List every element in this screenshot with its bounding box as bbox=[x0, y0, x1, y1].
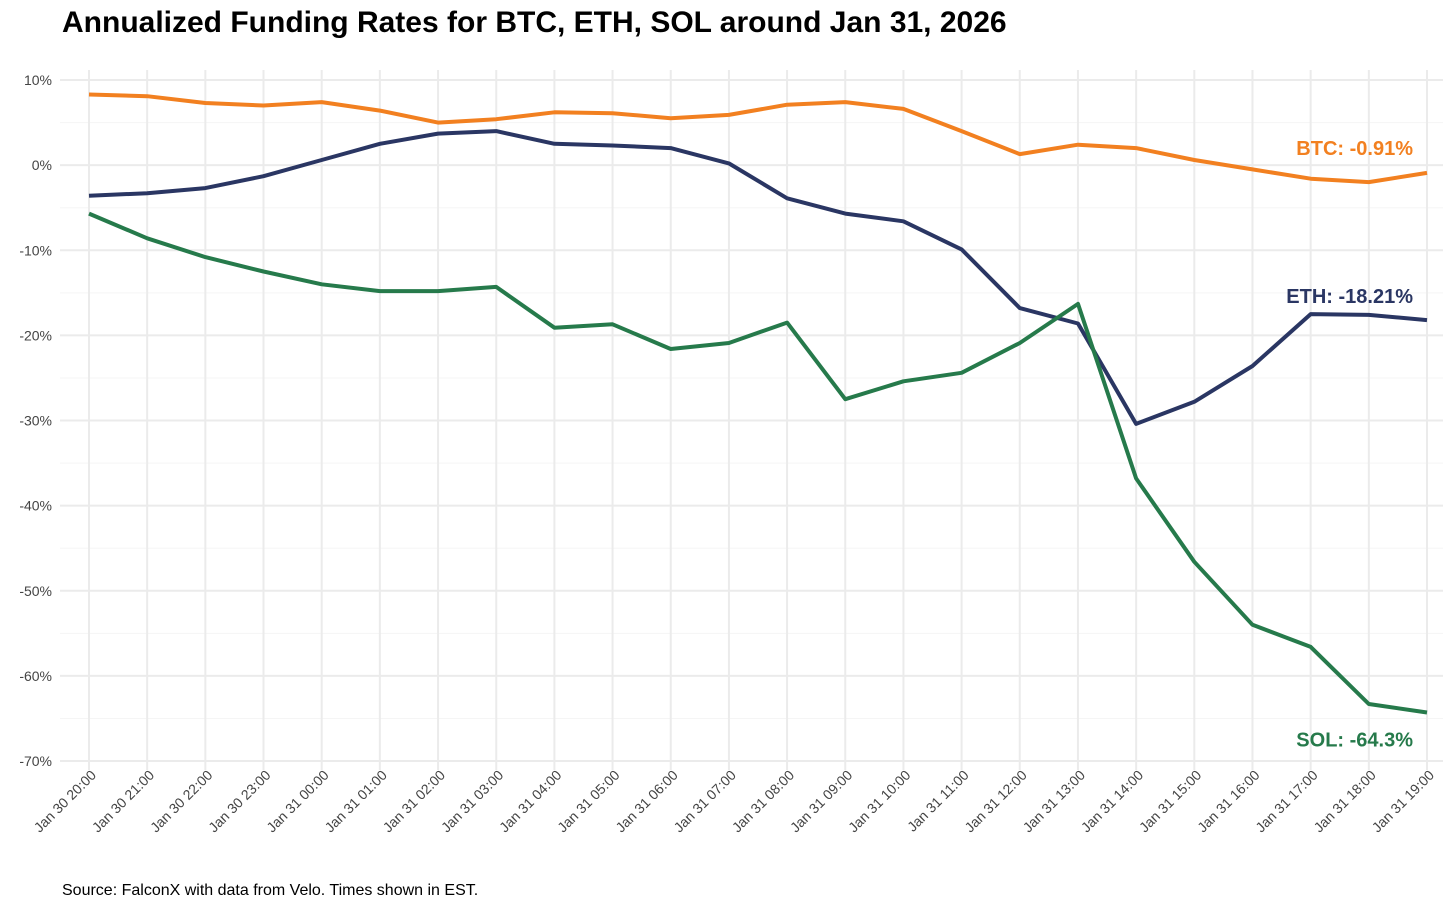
chart-title: Annualized Funding Rates for BTC, ETH, S… bbox=[62, 6, 1007, 39]
source-note: Source: FalconX with data from Velo. Tim… bbox=[62, 882, 479, 899]
y-tick-label: 10% bbox=[24, 72, 52, 88]
series-line-btc bbox=[88, 92, 1428, 185]
y-axis-ticks: 10% 0% -10% -20% -30% -40% -50% -60% -70% bbox=[19, 72, 52, 769]
y-tick-label: -60% bbox=[19, 668, 52, 684]
series-label-sol: SOL: -64.3% bbox=[1296, 729, 1413, 751]
series-label-btc: BTC: -0.91% bbox=[1296, 138, 1413, 160]
series-line-sol bbox=[88, 211, 1428, 715]
y-tick-label: -70% bbox=[19, 753, 52, 769]
y-tick-label: 0% bbox=[32, 157, 52, 173]
x-tick-label: Jan 31 10:00 bbox=[845, 767, 914, 836]
series-end-labels: BTC: -0.91% ETH: -18.21% SOL: -64.3% bbox=[1286, 138, 1413, 752]
x-tick-label: Jan 31 19:00 bbox=[1369, 767, 1438, 836]
series-label-eth: ETH: -18.21% bbox=[1286, 286, 1413, 308]
y-tick-label: -30% bbox=[19, 413, 52, 429]
series-line-eth bbox=[88, 129, 1428, 426]
y-tick-label: -20% bbox=[19, 327, 52, 343]
y-tick-label: -10% bbox=[19, 242, 52, 258]
y-tick-label: -40% bbox=[19, 498, 52, 514]
y-tick-label: -50% bbox=[19, 583, 52, 599]
grid bbox=[60, 70, 1443, 770]
series-lines bbox=[88, 92, 1428, 715]
